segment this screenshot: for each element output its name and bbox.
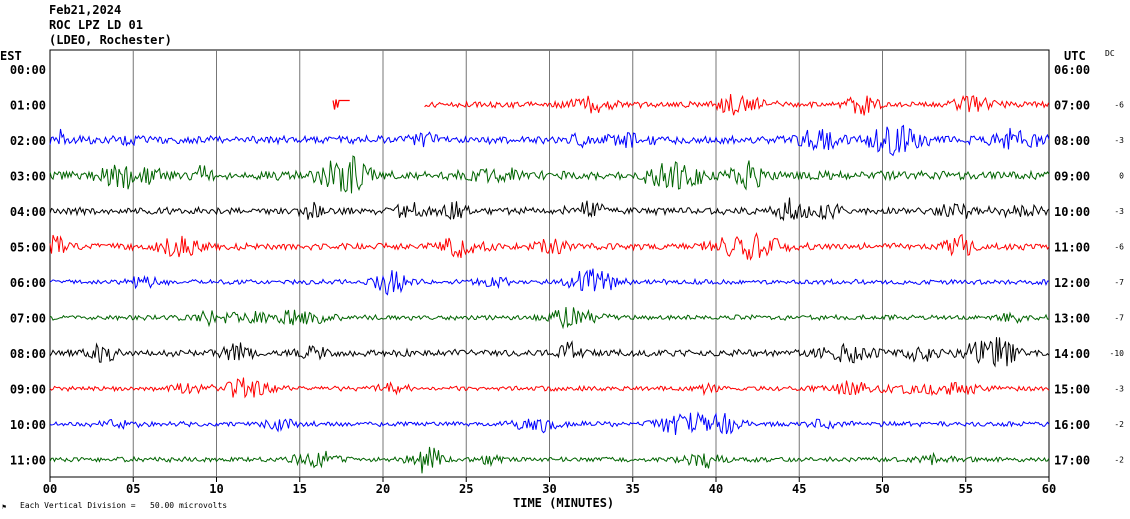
est-row-label: 02:00 bbox=[10, 134, 46, 148]
utc-row-label: 14:00 bbox=[1054, 347, 1090, 361]
x-tick-label: 30 bbox=[542, 482, 556, 496]
dc-label: DC bbox=[1105, 49, 1115, 58]
x-tick-label: 60 bbox=[1042, 482, 1056, 496]
dc-value: -2 bbox=[1114, 420, 1124, 429]
seismic-traces bbox=[49, 94, 1050, 474]
est-row-label: 03:00 bbox=[10, 170, 46, 184]
utc-row-label: 17:00 bbox=[1054, 454, 1090, 468]
plot-grid bbox=[49, 49, 1050, 482]
dc-value: -3 bbox=[1114, 136, 1124, 145]
x-tick-label: 00 bbox=[43, 482, 57, 496]
trace-line bbox=[49, 197, 1050, 222]
trace-line bbox=[49, 231, 1050, 261]
dc-value: -6 bbox=[1114, 243, 1124, 252]
dc-value: -10 bbox=[1110, 349, 1125, 358]
x-tick-label: 15 bbox=[293, 482, 307, 496]
x-tick-label: 25 bbox=[459, 482, 473, 496]
trace-fragment bbox=[332, 99, 350, 110]
x-tick-label: 50 bbox=[875, 482, 889, 496]
x-tick-label: 05 bbox=[126, 482, 140, 496]
utc-row-label: 07:00 bbox=[1054, 99, 1090, 113]
trace-line bbox=[49, 155, 1050, 194]
est-row-label: 10:00 bbox=[10, 418, 46, 432]
utc-row-label: 06:00 bbox=[1054, 63, 1090, 77]
header-date: Feb21,2024 bbox=[49, 3, 122, 17]
utc-row-label: 11:00 bbox=[1054, 241, 1090, 255]
x-tick-label: 45 bbox=[792, 482, 806, 496]
x-tick-label: 10 bbox=[209, 482, 223, 496]
utc-label: UTC bbox=[1064, 49, 1086, 63]
utc-row-label: 12:00 bbox=[1054, 276, 1090, 290]
axis-labels: 00 05 10 15 20 25 30 35 40 45 50 55 60 00:00 06:00 01:0… bbox=[10, 63, 1124, 496]
est-row-label: 06:00 bbox=[10, 276, 46, 290]
trace-line bbox=[49, 377, 1050, 399]
header-station: ROC LPZ LD 01 bbox=[49, 18, 143, 32]
header-network: (LDEO, Rochester) bbox=[49, 33, 172, 47]
x-tick-label: 35 bbox=[626, 482, 640, 496]
est-row-label: 00:00 bbox=[10, 63, 46, 77]
footer-icon: ⚑ bbox=[2, 503, 7, 511]
dc-value: -7 bbox=[1114, 278, 1124, 287]
dc-value: -2 bbox=[1114, 456, 1124, 465]
trace-line bbox=[49, 124, 1050, 157]
footer-note: Each Vertical Division = 50.00 microvolt… bbox=[20, 501, 228, 510]
utc-row-label: 16:00 bbox=[1054, 418, 1090, 432]
trace-line bbox=[49, 411, 1050, 435]
est-row-label: 11:00 bbox=[10, 454, 46, 468]
x-axis-title: TIME (MINUTES) bbox=[513, 496, 615, 510]
dc-value: -6 bbox=[1114, 101, 1124, 110]
est-label: EST bbox=[0, 49, 22, 63]
est-row-label: 07:00 bbox=[10, 312, 46, 326]
dc-value: -3 bbox=[1114, 385, 1124, 394]
x-tick-label: 20 bbox=[376, 482, 390, 496]
utc-row-label: 10:00 bbox=[1054, 205, 1090, 219]
dc-value: -7 bbox=[1114, 314, 1124, 323]
trace-line bbox=[49, 446, 1050, 474]
utc-row-label: 09:00 bbox=[1054, 170, 1090, 184]
trace-line bbox=[49, 268, 1050, 296]
est-row-label: 08:00 bbox=[10, 347, 46, 361]
trace-line bbox=[424, 94, 1050, 116]
trace-line bbox=[49, 337, 1050, 368]
dc-value: -3 bbox=[1114, 207, 1124, 216]
header-block: Feb21,2024 ROC LPZ LD 01 (LDEO, Rocheste… bbox=[49, 3, 172, 48]
est-row-label: 05:00 bbox=[10, 241, 46, 255]
utc-row-label: 15:00 bbox=[1054, 383, 1090, 397]
x-tick-label: 40 bbox=[709, 482, 723, 496]
trace-line bbox=[49, 306, 1050, 330]
utc-row-label: 08:00 bbox=[1054, 134, 1090, 148]
est-row-label: 09:00 bbox=[10, 383, 46, 397]
est-row-label: 04:00 bbox=[10, 205, 46, 219]
dc-value: 0 bbox=[1119, 172, 1124, 181]
x-tick-label: 55 bbox=[959, 482, 973, 496]
utc-row-label: 13:00 bbox=[1054, 312, 1090, 326]
est-row-label: 01:00 bbox=[10, 99, 46, 113]
